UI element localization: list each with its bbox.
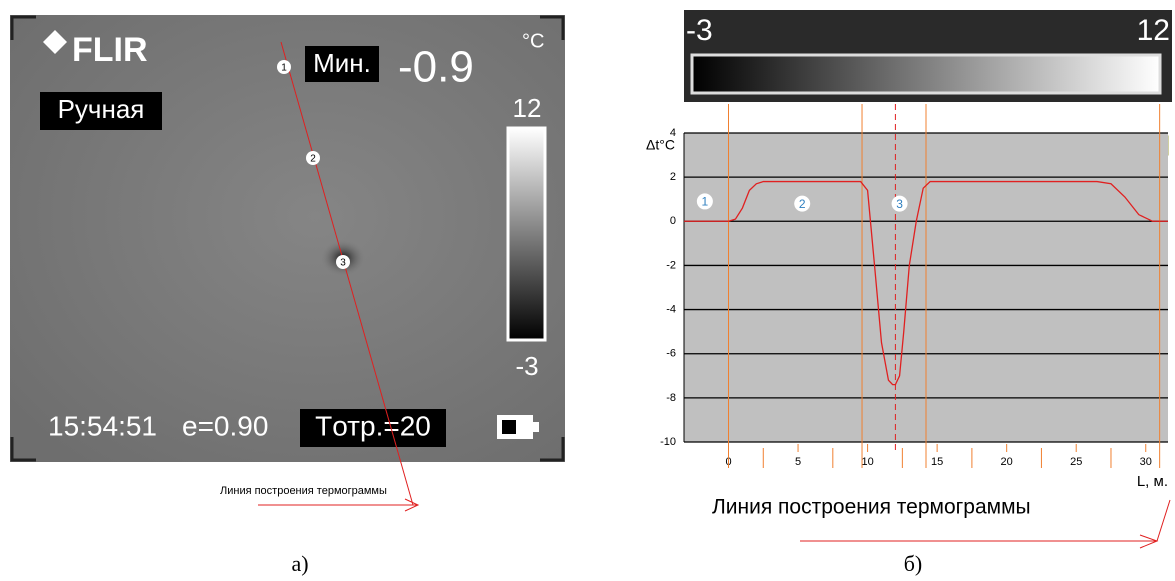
y-tick-label: -8	[666, 392, 676, 404]
x-tick-label: 10	[861, 456, 873, 468]
min-label: Мин.	[313, 48, 371, 78]
point-label: 1	[702, 195, 709, 209]
scale-bar-max: 12	[1137, 14, 1170, 47]
mode: Ручная	[58, 94, 145, 124]
image-background	[10, 15, 565, 462]
emissivity: e=0.90	[182, 410, 268, 441]
y-axis-label: Δt°C	[646, 137, 675, 153]
reflected-temp: Tотр.=20	[315, 410, 431, 441]
caption-arrow	[258, 499, 418, 511]
battery-tip	[533, 422, 539, 432]
scale-min: -3	[515, 351, 538, 381]
logo: FLIR	[72, 31, 148, 69]
y-tick-label: -6	[666, 348, 676, 360]
y-tick-label: 0	[670, 215, 676, 227]
plot: 420-2-4-6-8-10051015202530123Δt°CL, м.Ли…	[646, 104, 1170, 576]
x-tick-label: 15	[931, 456, 943, 468]
x-tick-label: 25	[1070, 456, 1082, 468]
panel-label: а)	[291, 551, 308, 576]
scale-bar	[692, 55, 1160, 93]
figure: FLIR Мин. -0.9 °C Ручная 12 -3 15:54:51 …	[0, 0, 1175, 581]
scale-bar-min: -3	[686, 14, 713, 47]
caption: Линия построения термограммы	[712, 496, 1031, 519]
color-scale	[508, 128, 545, 340]
y-tick-label: 2	[670, 171, 676, 183]
point-label: 1	[281, 63, 287, 74]
point-label: 3	[340, 258, 346, 269]
x-axis-label: L, м.	[1137, 473, 1168, 490]
thermal-image: FLIR Мин. -0.9 °C Ручная 12 -3 15:54:51 …	[10, 15, 565, 462]
line-caption: Линия построения термограммы	[220, 485, 387, 497]
y-tick-label: -10	[660, 436, 676, 448]
x-tick-label: 20	[1001, 456, 1013, 468]
point-label: 2	[799, 197, 806, 211]
x-tick-label: 30	[1140, 456, 1152, 468]
point-label: 3	[896, 197, 903, 211]
point-label: 2	[310, 154, 316, 165]
panel-label: б)	[904, 551, 923, 576]
scale-max: 12	[513, 93, 542, 123]
time: 15:54:51	[48, 410, 157, 441]
battery-level	[502, 420, 516, 434]
unit: °C	[522, 30, 544, 52]
x-tick-label: 5	[795, 456, 801, 468]
y-tick-label: -4	[666, 303, 676, 315]
min-value: -0.9	[398, 43, 474, 92]
y-tick-label: -2	[666, 259, 676, 271]
